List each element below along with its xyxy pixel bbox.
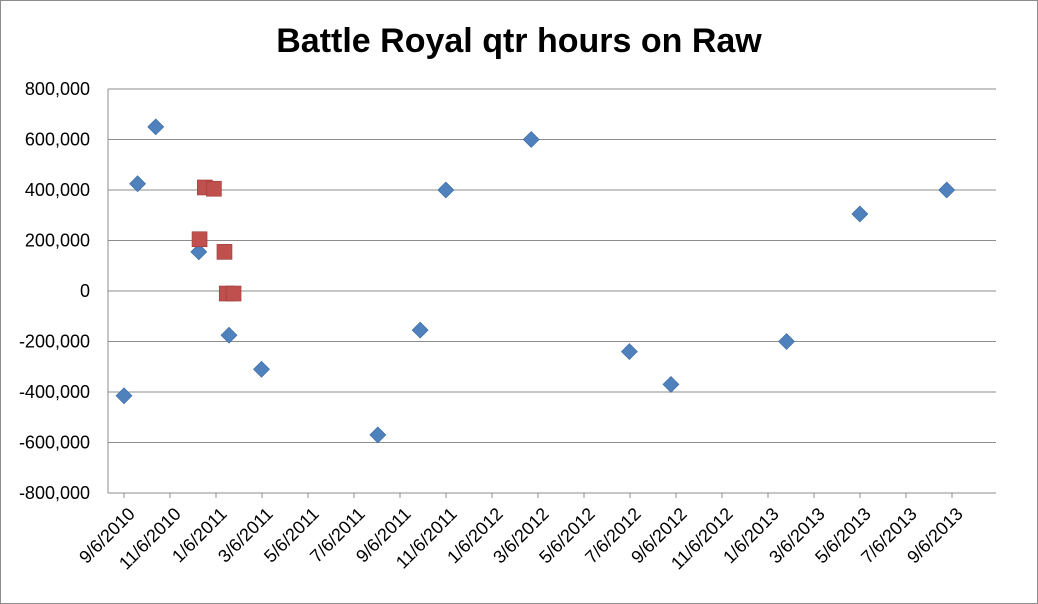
- y-tick-label: 800,000: [25, 79, 90, 99]
- diamond-point: [190, 243, 208, 261]
- y-tick-label: 0: [80, 281, 90, 301]
- diamond-point: [129, 175, 147, 193]
- gridlines: [108, 88, 996, 494]
- y-tick-label: 600,000: [25, 130, 90, 150]
- diamond-point: [662, 376, 680, 393]
- diamond-point: [253, 360, 270, 378]
- square-point: [216, 244, 233, 260]
- diamond-point: [369, 426, 387, 444]
- diamond-point: [147, 118, 165, 136]
- y-tick-label: -200,000: [19, 332, 90, 352]
- diamond-point: [851, 205, 869, 223]
- diamond-point: [220, 326, 238, 344]
- diamond-point: [938, 181, 956, 199]
- y-tick-label: -600,000: [19, 433, 90, 453]
- diamond-point: [620, 343, 638, 361]
- y-tick-label: -400,000: [19, 382, 90, 402]
- diamond-point: [522, 131, 540, 148]
- data-points: [115, 118, 956, 444]
- diamond-point: [115, 387, 133, 405]
- y-tick-label: -800,000: [19, 483, 90, 503]
- diamond-point: [437, 181, 455, 199]
- y-axis-tick-labels: -800,000 -600,000 -400,000 -200,000 0 200,000…: [19, 79, 90, 503]
- square-point: [191, 231, 208, 248]
- y-tick-label: 200,000: [25, 231, 90, 251]
- square-point: [225, 285, 242, 302]
- square-point: [206, 180, 222, 197]
- axes: [107, 89, 996, 498]
- y-tick-label: 400,000: [25, 180, 90, 200]
- chart-title: Battle Royal qtr hours on Raw: [276, 22, 762, 60]
- diamond-point: [411, 321, 429, 339]
- diamond-point: [778, 333, 795, 350]
- x-axis-tick-labels: 9/6/201011/6/20101/6/20113/6/20115/6/201…: [75, 504, 967, 574]
